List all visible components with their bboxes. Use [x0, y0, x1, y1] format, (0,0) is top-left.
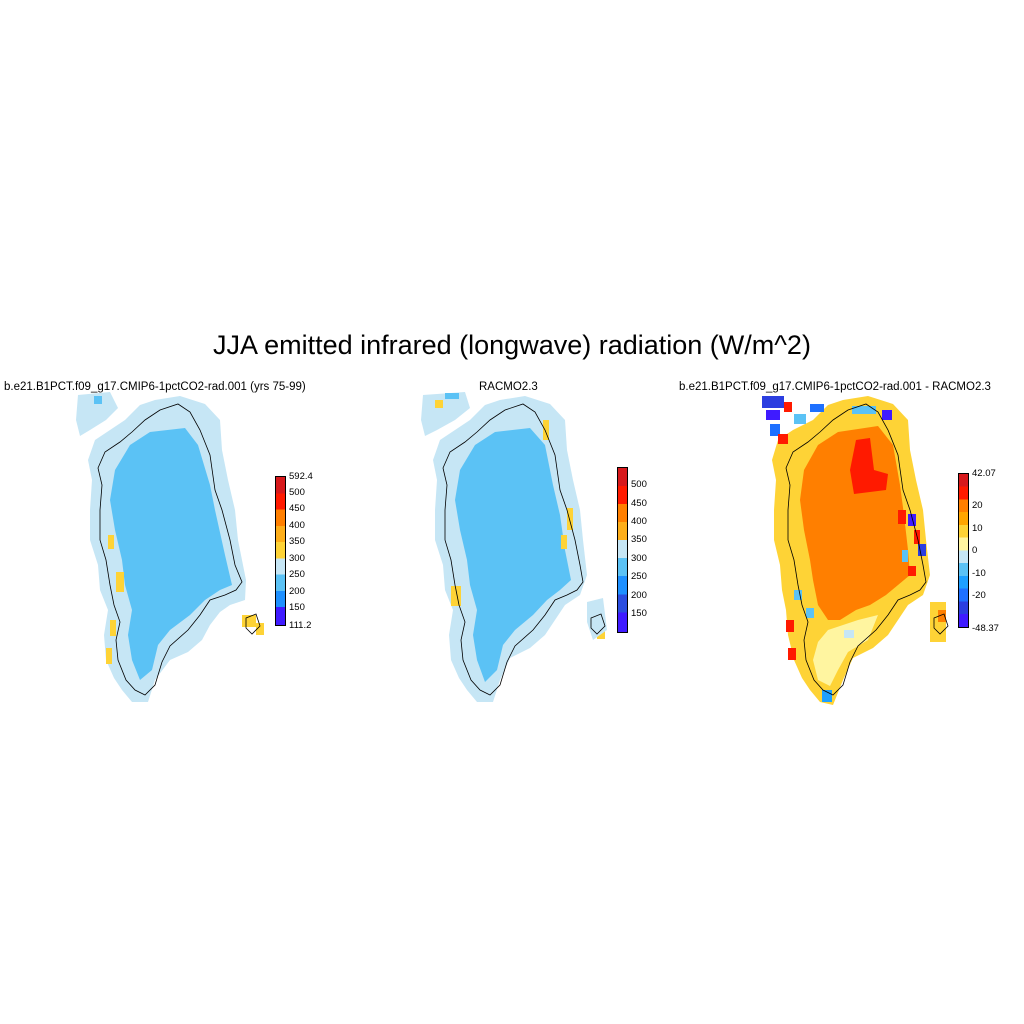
panel-2-cbar-label: 450 — [631, 498, 647, 509]
panel-3-cold-pixel — [822, 690, 832, 702]
panel-2-cbar-label: 250 — [631, 571, 647, 582]
panel-2-nw-islands — [421, 392, 470, 436]
panel-1-ice-interior — [110, 428, 232, 680]
panel-1-cbar-label: 200 — [289, 586, 305, 597]
panel-2-cbar-label: 500 — [631, 479, 647, 490]
panel-1-warm-pixel — [256, 623, 264, 635]
panel-3-warm-pixel — [786, 620, 794, 632]
panel-1-title: b.e21.B1PCT.f09_g17.CMIP6-1pctCO2-rad.00… — [4, 381, 306, 393]
panel-1-warm-pixel — [110, 620, 116, 636]
panel-2-colorbar-scale — [617, 467, 628, 633]
panel-2-warm-pixel — [567, 508, 573, 530]
panel-1-cbar-label: 350 — [289, 536, 305, 547]
panel-1-cbar-label: 450 — [289, 503, 305, 514]
panel-3-warm-pixel — [938, 610, 946, 622]
panel-3-cold-pixel — [762, 396, 784, 408]
panel-3-pale-band — [813, 615, 878, 686]
panel-1-nw-pixel — [94, 396, 102, 404]
panel-2-warm-pixel — [451, 586, 461, 606]
panel-3-cbar-label: -10 — [972, 568, 986, 579]
panel-3-cold-pixel — [770, 424, 780, 436]
panel-2-cbar-label: 150 — [631, 608, 647, 619]
panel-3-colorbar-scale — [958, 473, 969, 628]
panel-1-coastline — [97, 403, 243, 696]
panel-3-warm-pixel — [908, 566, 916, 576]
panel-3-cold-pixel — [810, 404, 824, 412]
panel-3-cbar-label: 20 — [972, 500, 983, 511]
panel-2-cbar-label: 350 — [631, 534, 647, 545]
panel-3-warm-pixel — [788, 648, 796, 660]
panel-2-coastline — [442, 403, 584, 696]
panel-1-cbar-label: 111.2 — [289, 620, 312, 631]
panel-3-cbar-label: -20 — [972, 590, 986, 601]
panel-3-cold-pixel — [766, 410, 780, 420]
panel-3-coastline — [785, 403, 927, 696]
panel-2-map — [421, 392, 607, 702]
panel-1-warm-pixel — [242, 615, 256, 627]
panel-3-warm-pixel — [784, 402, 792, 412]
panel-1-warm-pixel — [116, 572, 124, 592]
panel-1-cbar-label: 250 — [289, 569, 305, 580]
panel-3-east-island — [933, 613, 949, 635]
panel-1-warm-pixel — [108, 535, 114, 549]
panel-2-cbar-label: 400 — [631, 516, 647, 527]
panel-3-cbar-label: 10 — [972, 523, 983, 534]
panel-1-cbar-label: 400 — [289, 520, 305, 531]
panel-1-cbar-label: 592.4 — [289, 471, 313, 482]
panel-2-title: RACMO2.3 — [479, 381, 538, 393]
panel-3-cold-pixel — [794, 414, 806, 424]
panel-2-cbar-label: 300 — [631, 553, 647, 564]
panel-1-nw-islands — [76, 392, 118, 436]
panel-3-cold-pixel — [806, 608, 814, 618]
panel-3-cbar-label: 0 — [972, 545, 978, 556]
panel-3-core — [850, 438, 888, 494]
panel-1-cbar-label: 500 — [289, 487, 305, 498]
panel-3-cold-pixel — [852, 406, 876, 414]
panel-1-east-island — [245, 613, 261, 635]
panel-1-colorbar-scale — [275, 476, 286, 626]
panel-3-cold-pixel — [902, 550, 908, 562]
panel-3-cbar-label: -48.37 — [972, 623, 999, 634]
panel-2-east-island — [590, 613, 606, 635]
panel-2-warm-pixel — [543, 420, 549, 440]
panel-3-cold-pixel — [794, 590, 802, 600]
panel-2-cbar-label: 200 — [631, 590, 647, 601]
panel-3-warm-pixel — [898, 510, 906, 524]
panel-1-cbar-label: 150 — [289, 602, 305, 613]
panel-1-warm-pixel — [106, 648, 112, 664]
panel-3-warm-pixel — [778, 434, 788, 444]
panel-2-ice-interior — [455, 428, 571, 682]
panel-2-warm-pixel — [561, 535, 567, 549]
panel-3-cold-pixel — [882, 410, 892, 420]
panel-3-cold-pixel — [908, 514, 916, 526]
panel-1-map — [76, 392, 264, 702]
figure-title: JJA emitted infrared (longwave) radiatio… — [213, 330, 811, 360]
panel-3-title: b.e21.B1PCT.f09_g17.CMIP6-1pctCO2-rad.00… — [679, 381, 991, 393]
panel-2-nw-pixel — [435, 400, 443, 408]
panel-3-cbar-label: 42.07 — [972, 468, 996, 479]
panel-3-map — [762, 396, 949, 705]
panel-3-cold-pixel — [918, 544, 926, 556]
panel-3-cold-pixel — [844, 630, 854, 638]
panel-2-nw-pixel — [445, 393, 459, 399]
panel-1-cbar-label: 300 — [289, 553, 305, 564]
